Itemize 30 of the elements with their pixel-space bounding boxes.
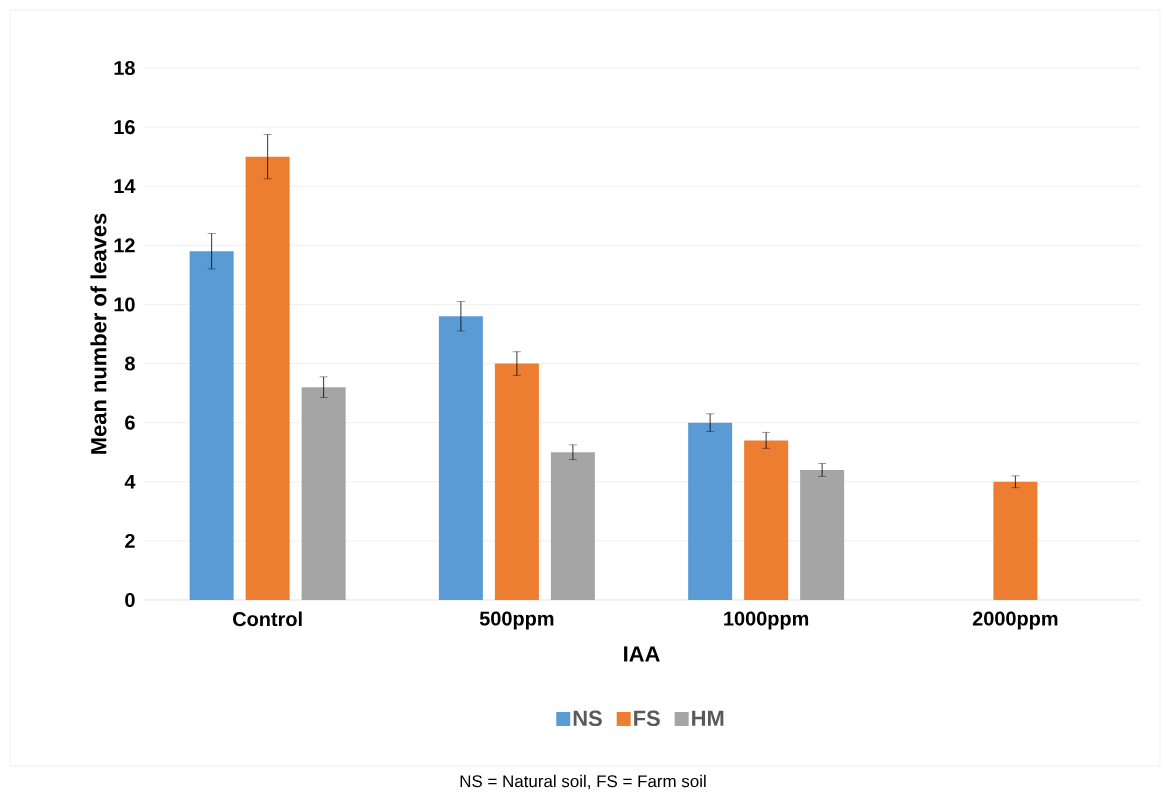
bar [800, 469, 845, 600]
y-tick-label: 8 [125, 356, 135, 371]
y-tick-label: 4 [124, 474, 136, 489]
bar [550, 452, 595, 600]
bar [301, 387, 346, 600]
x-tick-label: 2000ppm [972, 611, 1058, 630]
bar [189, 251, 234, 600]
text: NS = Natural soil, FS = Farm soil [460, 774, 706, 790]
x-tick-label: Control [233, 611, 302, 627]
y-tick-label: 12 [114, 238, 135, 253]
y-axis-title: Mean number of leaves [90, 213, 107, 454]
bar [438, 316, 483, 600]
bar [993, 481, 1038, 600]
y-tick-label: 0 [125, 592, 135, 608]
y-tick-label: 10 [114, 297, 135, 312]
bar [494, 363, 539, 600]
y-tick-label: 6 [125, 415, 135, 430]
legend-label: NS [573, 710, 602, 727]
bar [744, 440, 789, 600]
x-axis-title: IAA [624, 646, 660, 662]
bar [245, 156, 290, 600]
legend-label: FS [634, 710, 660, 727]
bar [688, 422, 733, 600]
y-tick-label: 18 [114, 60, 135, 76]
y-tick-label: 14 [114, 179, 136, 194]
x-tick-label: 500ppm [479, 611, 554, 630]
y-tick-label: 2 [125, 533, 135, 548]
y-tick-label: 16 [114, 120, 135, 135]
legend-label: HM [692, 710, 724, 726]
x-tick-label: 1000ppm [724, 611, 809, 630]
